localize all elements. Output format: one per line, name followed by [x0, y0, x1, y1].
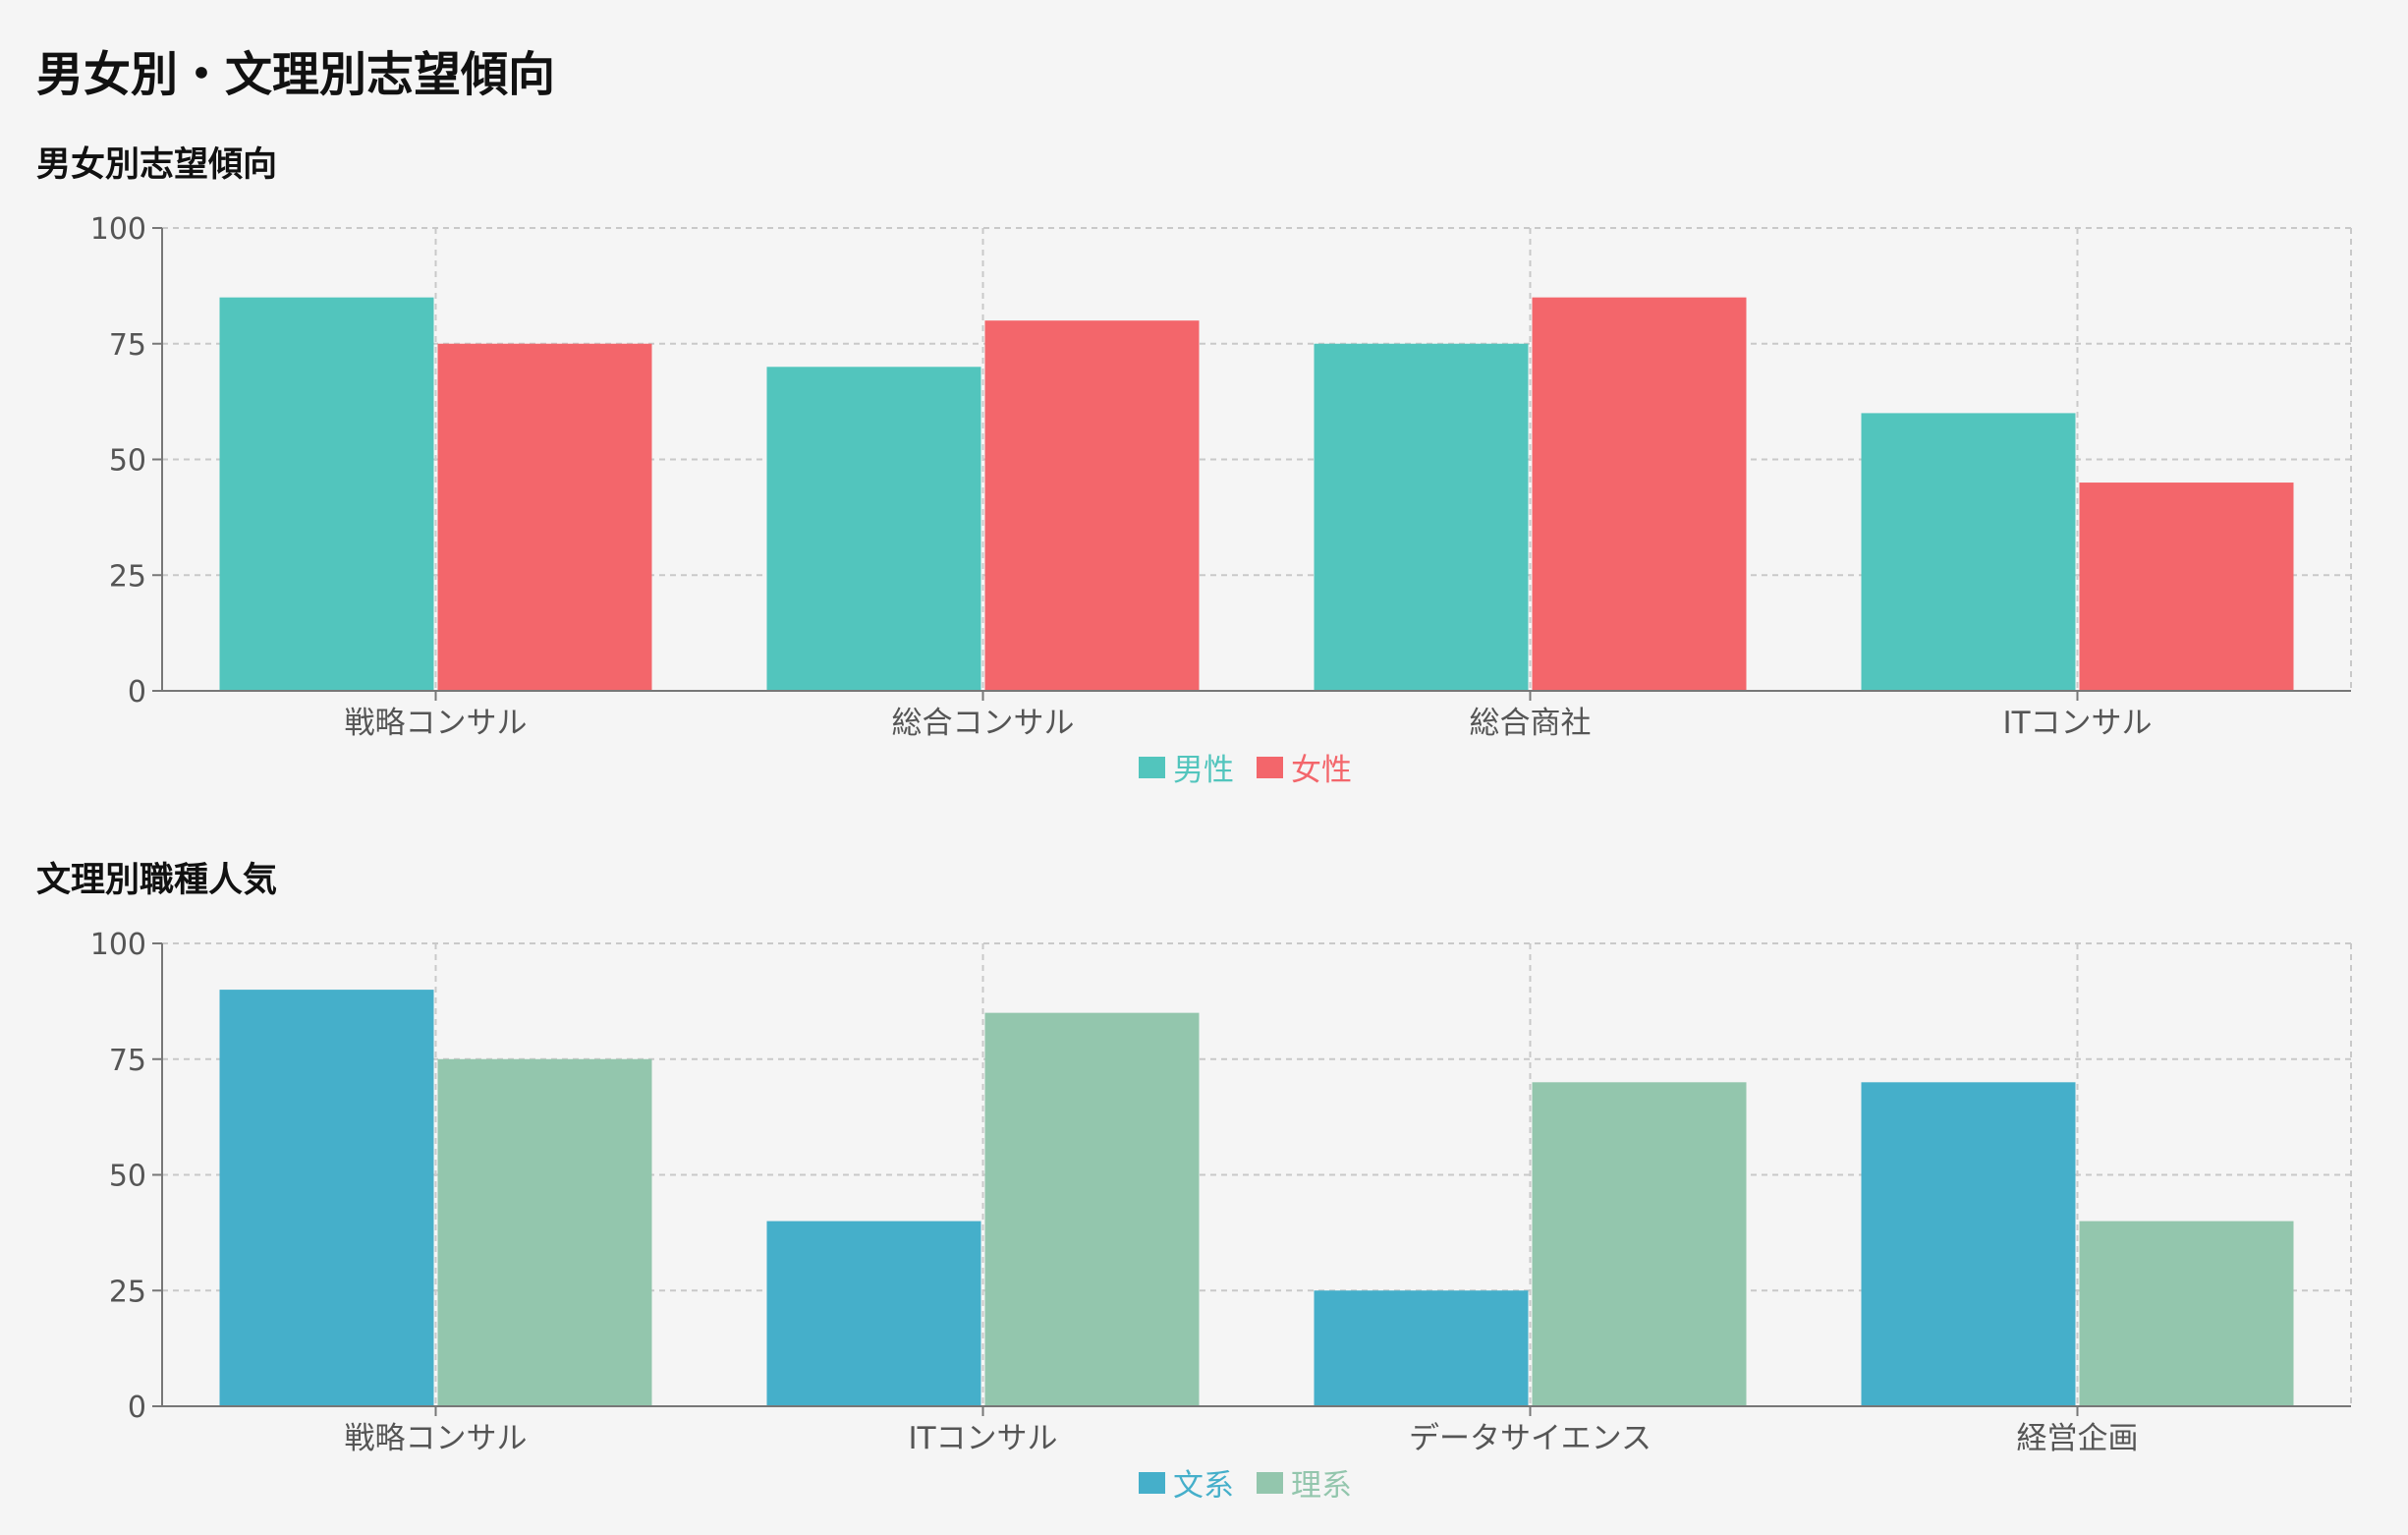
x-tick-label: データサイエンス	[1409, 1421, 1652, 1456]
y-tick-label: 0	[128, 675, 146, 710]
legend-swatch	[1257, 757, 1283, 778]
y-tick-label: 25	[109, 1275, 146, 1309]
legend-swatch	[1139, 757, 1165, 778]
bar-first-series[interactable]	[1861, 413, 2076, 691]
bar-second-series[interactable]	[984, 1012, 1200, 1406]
bar-first-series[interactable]	[219, 990, 434, 1406]
bar-second-series[interactable]	[437, 343, 652, 691]
legend-label: 文系	[1173, 1468, 1234, 1504]
x-tick-label: 総合コンサル	[892, 706, 1075, 741]
y-tick-label: 75	[109, 328, 146, 363]
bar-second-series[interactable]	[984, 320, 1200, 691]
legend: 文系 理系	[1139, 1468, 1352, 1504]
gender-section-title: 男女別志望傾向	[36, 145, 278, 185]
bar-second-series[interactable]	[1532, 297, 1747, 691]
y-tick-label: 100	[90, 212, 146, 247]
y-tick-label: 75	[109, 1044, 146, 1078]
bar-first-series[interactable]	[219, 297, 434, 691]
bar-second-series[interactable]	[2079, 483, 2294, 691]
legend-swatch	[1139, 1472, 1165, 1494]
legend: 男性 女性	[1139, 753, 1352, 788]
page-title: 男女別・文理別志望傾向	[36, 47, 556, 102]
legend-item-second-series[interactable]: 女性	[1257, 753, 1352, 788]
major-section-title: 文理別職種人気	[36, 861, 278, 900]
legend-label: 男性	[1173, 753, 1234, 788]
y-tick-label: 50	[109, 444, 146, 479]
bar-second-series[interactable]	[1532, 1082, 1747, 1406]
y-tick-label: 50	[109, 1160, 146, 1194]
bars	[219, 297, 2294, 691]
legend-item-first-series[interactable]: 文系	[1139, 1468, 1234, 1504]
legend-swatch	[1257, 1472, 1283, 1494]
bar-second-series[interactable]	[2079, 1221, 2294, 1406]
bars	[219, 990, 2294, 1406]
x-tick-label: ITコンサル	[908, 1421, 1057, 1456]
bar-first-series[interactable]	[1314, 343, 1529, 691]
grid	[162, 942, 2352, 1406]
x-tick-label: 戦略コンサル	[345, 1421, 528, 1456]
bar-first-series[interactable]	[766, 1221, 981, 1406]
y-tick-label: 100	[90, 928, 146, 962]
bar-first-series[interactable]	[766, 367, 981, 691]
grid	[162, 227, 2352, 691]
legend-label: 理系	[1291, 1468, 1352, 1504]
y-tick-label: 0	[128, 1391, 146, 1425]
x-tick-label: ITコンサル	[2002, 706, 2152, 741]
y-tick-label: 25	[109, 559, 146, 594]
legend-label: 女性	[1291, 753, 1352, 788]
bar-second-series[interactable]	[437, 1058, 652, 1406]
legend-item-first-series[interactable]: 男性	[1139, 753, 1234, 788]
x-tick-label: 経営企画	[2017, 1421, 2139, 1456]
bar-first-series[interactable]	[1861, 1082, 2076, 1406]
x-tick-label: 総合商社	[1470, 706, 1592, 741]
x-tick-label: 戦略コンサル	[345, 706, 528, 741]
legend-item-second-series[interactable]: 理系	[1257, 1468, 1352, 1504]
bar-first-series[interactable]	[1314, 1290, 1529, 1406]
